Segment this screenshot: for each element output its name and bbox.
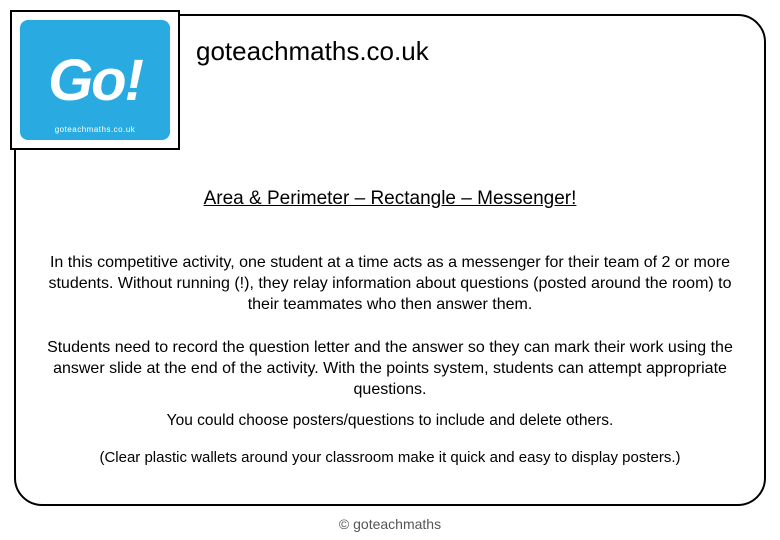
site-title: goteachmaths.co.uk: [196, 36, 429, 67]
paragraph-2: Students need to record the question let…: [40, 338, 740, 400]
paragraph-4: (Clear plastic wallets around your class…: [40, 448, 740, 468]
logo-container: Go! goteachmaths.co.uk: [10, 10, 180, 150]
slide-frame: Go! goteachmaths.co.uk goteachmaths.co.u…: [14, 14, 766, 506]
footer-copyright: © goteachmaths: [0, 516, 780, 532]
slide-subtitle: Area & Perimeter – Rectangle – Messenger…: [16, 188, 764, 210]
logo-badge: Go! goteachmaths.co.uk: [20, 20, 170, 140]
logo-subtext: goteachmaths.co.uk: [20, 125, 170, 134]
paragraph-3: You could choose posters/questions to in…: [40, 411, 740, 431]
logo-text: Go!: [48, 47, 142, 114]
paragraph-1: In this competitive activity, one studen…: [40, 253, 740, 315]
